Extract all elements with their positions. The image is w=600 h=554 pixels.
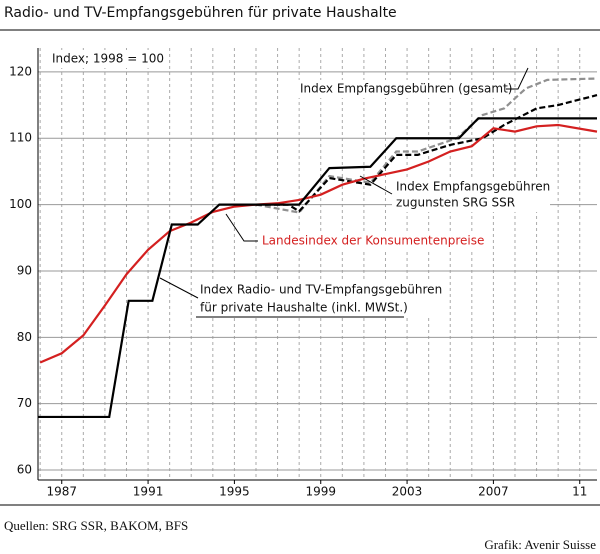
y-tick-label: 80 [17, 330, 32, 344]
series-line [255, 94, 598, 213]
x-tick-label: 11 [572, 485, 587, 499]
y-tick-label: 60 [17, 463, 32, 477]
series-line [38, 117, 597, 419]
y-tick-label: 90 [17, 263, 32, 277]
y-tick-label: 100 [9, 197, 32, 211]
x-tick-label: 1995 [219, 485, 250, 499]
label-bg [196, 280, 436, 316]
y-tick-label: 70 [17, 396, 32, 410]
annotation: Landesindex der Konsumentenpreise [262, 234, 484, 248]
annotation: Index Radio- und TV-Empfangsgebühren [200, 283, 442, 297]
x-tick-label: 2007 [478, 485, 509, 499]
label-bg [392, 178, 550, 212]
label-bg [296, 80, 506, 98]
y-tick-label: 110 [9, 131, 32, 145]
x-tick-label: 1987 [46, 485, 77, 499]
x-tick-label: 1999 [305, 485, 336, 499]
annotations: Index Empfangsgebühren (gesamt) Index Em… [159, 67, 550, 318]
leader [506, 67, 529, 90]
y-axis-label: Index; 1998 = 100 [52, 52, 164, 66]
leader [359, 175, 393, 195]
label-bg [258, 232, 476, 250]
leader [225, 213, 258, 242]
annotation: für private Haushalte (inkl. MWSt.) [200, 301, 408, 315]
credit: Grafik: Avenir Suisse [484, 537, 596, 552]
label-bg [48, 50, 158, 68]
y-tick-label: 120 [9, 64, 32, 78]
chart-title: Radio- und TV-Empfangsgebühren für priva… [4, 5, 397, 21]
annotation: zugunsten SRG SSR [396, 196, 515, 210]
series-line [39, 123, 598, 364]
x-tick-label: 2003 [392, 485, 423, 499]
source: Quellen: SRG SSR, BAKOM, BFS [4, 518, 188, 533]
x-tick-label: 1991 [133, 485, 164, 499]
annotation: Index Empfangsgebühren (gesamt) [300, 82, 512, 96]
leader [159, 277, 199, 299]
plot: 60 70 80 90 100 110 120 1987 1991 1995 1999 2003 200… [9, 48, 598, 499]
annotation: Index Empfangsgebühren [396, 180, 550, 194]
